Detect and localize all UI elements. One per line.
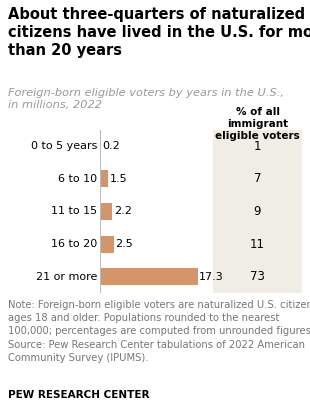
Text: Foreign-born eligible voters by years in the U.S.,
in millions, 2022: Foreign-born eligible voters by years in… (8, 88, 284, 110)
Text: PEW RESEARCH CENTER: PEW RESEARCH CENTER (8, 390, 149, 400)
Text: 1.5: 1.5 (110, 174, 127, 184)
Text: 1: 1 (254, 140, 261, 153)
Text: 11 to 15: 11 to 15 (51, 206, 97, 216)
Text: % of all
immigrant
eligible voters: % of all immigrant eligible voters (215, 107, 300, 141)
Text: 9: 9 (254, 205, 261, 218)
Text: 21 or more: 21 or more (36, 272, 97, 282)
Bar (100, 203, 113, 220)
Bar (100, 171, 108, 188)
Text: 2.2: 2.2 (114, 206, 132, 216)
Text: About three-quarters of naturalized
citizens have lived in the U.S. for more
tha: About three-quarters of naturalized citi… (8, 7, 310, 58)
Text: 16 to 20: 16 to 20 (51, 239, 97, 249)
Text: 2.5: 2.5 (116, 239, 133, 249)
Bar (100, 268, 197, 285)
Text: 17.3: 17.3 (199, 272, 224, 282)
Text: 11: 11 (250, 237, 265, 251)
Bar (100, 236, 114, 253)
Text: 7: 7 (254, 172, 261, 185)
Bar (100, 138, 101, 155)
Text: 0.2: 0.2 (103, 141, 120, 151)
Text: 0 to 5 years: 0 to 5 years (31, 141, 97, 151)
Text: Note: Foreign-born eligible voters are naturalized U.S. citizens
ages 18 and old: Note: Foreign-born eligible voters are n… (8, 300, 310, 363)
Text: 6 to 10: 6 to 10 (58, 174, 97, 184)
Text: 73: 73 (250, 270, 265, 283)
